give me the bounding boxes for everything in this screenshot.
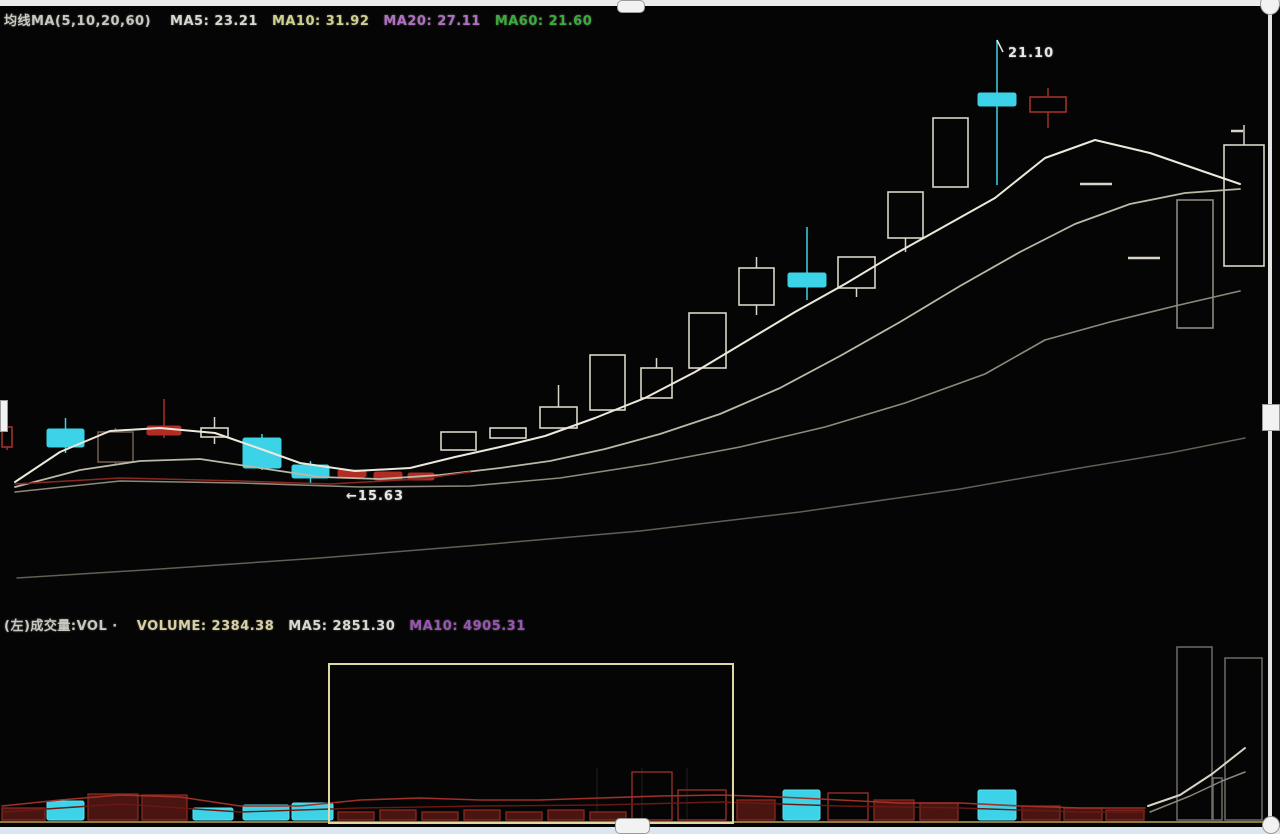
- volume-bar-up: [1021, 805, 1061, 821]
- volume-bar-up: [337, 811, 375, 821]
- candle-body: [787, 272, 827, 288]
- volume-indicator-header: (左)成交量:VOL · VOLUME: 2384.38 MA5: 2851.30…: [4, 615, 554, 634]
- ma-indicator-label: 均线MA(5,10,20,60): [4, 14, 152, 29]
- volume-bar-up: [873, 799, 915, 821]
- candle-body: [97, 431, 134, 463]
- volume-header-tokens: VOLUME: 2384.38 MA5: 2851.30 MA10: 4905.31: [137, 619, 540, 634]
- header-token: MA20: 27.11: [383, 14, 481, 29]
- ma-line-ma5: [14, 139, 1241, 483]
- candle-body: [932, 117, 969, 188]
- volume-bar-down: [291, 802, 334, 821]
- candle-body: [640, 367, 673, 399]
- selection-handle-bottom-center[interactable]: [615, 818, 650, 834]
- volume-vol-ma-white: [1147, 747, 1246, 807]
- header-token: MA5: 2851.30: [288, 619, 396, 634]
- volume-bar-up: [379, 809, 417, 821]
- candle-body: [1223, 144, 1265, 267]
- header-token: VOLUME: 2384.38: [136, 619, 275, 634]
- main-header-tokens: MA5: 23.21 MA10: 31.92 MA20: 27.11 MA60: 21…: [170, 14, 606, 29]
- high-annotation-tick: [996, 39, 1004, 53]
- candle-body: [977, 92, 1017, 107]
- volume-bar-up: [505, 811, 543, 821]
- selection-handle-bottom-right[interactable]: [1262, 816, 1280, 834]
- candle-body: [242, 437, 282, 469]
- ma-line-ma20: [14, 290, 1241, 493]
- volume-vol-ma-gray: [1149, 771, 1246, 813]
- candle-body: [46, 428, 85, 448]
- volume-label: (左)成交量:VOL ·: [4, 619, 118, 634]
- volume-bar-up: [547, 809, 585, 821]
- volume-bar-up: [87, 793, 139, 821]
- volume-bar-up: [1105, 809, 1145, 821]
- selection-handle-right-middle[interactable]: [1262, 404, 1280, 431]
- volume-bar-neutral: [1176, 646, 1213, 821]
- volume-bar-up: [1063, 807, 1103, 821]
- volume-bar-neutral: [1212, 777, 1223, 821]
- ma-line-left-red: [14, 471, 471, 485]
- candle-body: [1029, 96, 1067, 113]
- volume-bar-up: [589, 811, 627, 821]
- highlight-rectangle: [328, 663, 734, 824]
- candle-body: [440, 431, 477, 451]
- selection-handle-top-center[interactable]: [617, 0, 645, 13]
- main-indicator-header: 均线MA(5,10,20,60) MA5: 23.21 MA10: 31.92 MA…: [4, 10, 620, 29]
- candle-body: [589, 354, 626, 411]
- header-token: MA60: 21.60: [494, 14, 593, 29]
- candle-body: [837, 256, 876, 289]
- selection-handle-left-middle[interactable]: [0, 400, 8, 432]
- candle-body: [489, 427, 527, 439]
- volume-bar-up: [736, 799, 776, 821]
- candle-body: [1176, 199, 1214, 329]
- candle-body: [146, 425, 182, 436]
- low-price-annotation: ←15.63: [346, 489, 405, 504]
- ma-line-ma60: [16, 437, 1246, 579]
- volume-bar-down: [46, 800, 85, 821]
- volume-bar-down: [242, 804, 290, 821]
- candle-body: [688, 312, 727, 369]
- high-price-annotation: 21.10: [1008, 46, 1055, 61]
- volume-vol-ma-red2: [1, 801, 1146, 813]
- volume-bar-up: [421, 811, 459, 821]
- volume-bar-up: [919, 802, 959, 821]
- ma-line-ma10: [14, 188, 1241, 488]
- candle-body: [539, 406, 578, 429]
- volume-bar-neutral: [1224, 657, 1263, 821]
- candle-body: [887, 191, 924, 239]
- header-token: MA5: 23.21: [170, 14, 258, 29]
- candle-body: [738, 267, 775, 306]
- volume-bar-up: [677, 789, 727, 821]
- header-token: MA10: 31.92: [271, 14, 370, 29]
- volume-vol-ma-red: [1, 794, 1146, 809]
- header-token: MA10: 4905.31: [409, 619, 526, 634]
- volume-bar-up: [463, 809, 501, 821]
